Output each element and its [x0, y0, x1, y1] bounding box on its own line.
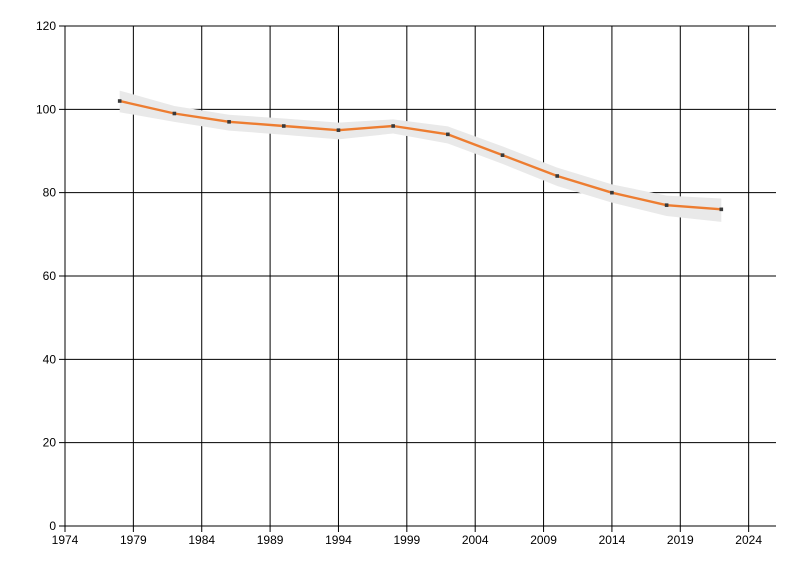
- x-tick-label: 2009: [530, 533, 557, 547]
- x-tick-label: 1974: [52, 533, 79, 547]
- data-point-marker: [500, 153, 505, 157]
- data-point-marker: [117, 99, 122, 103]
- x-tick-label: 1989: [257, 533, 284, 547]
- data-point-marker: [719, 207, 724, 212]
- x-tick-label: 2004: [462, 533, 489, 547]
- x-tick-label: 1979: [120, 533, 147, 547]
- x-tick-label: 1984: [188, 533, 215, 547]
- data-point-marker: [664, 203, 669, 207]
- data-line: [118, 99, 723, 211]
- data-point-marker: [446, 132, 450, 137]
- y-tick-label: 40: [43, 352, 57, 366]
- data-point-marker: [391, 124, 395, 128]
- data-point-marker: [172, 111, 177, 116]
- x-tick-label: 2019: [667, 533, 694, 547]
- x-tick-label: 2024: [735, 533, 762, 547]
- data-point-marker: [336, 128, 341, 132]
- data-point-marker: [227, 120, 231, 124]
- y-tick-label: 20: [43, 436, 57, 450]
- x-tick-label: 1994: [325, 533, 352, 547]
- data-point-marker: [610, 190, 614, 195]
- y-tick-label: 120: [36, 19, 56, 33]
- data-point-marker: [555, 174, 560, 178]
- x-tick-label: 1999: [393, 533, 420, 547]
- confidence-band: [119, 90, 722, 222]
- data-point-marker: [281, 124, 286, 128]
- y-tick-label: 100: [36, 102, 56, 116]
- y-tick-label: 60: [43, 269, 57, 283]
- x-tick-label: 2014: [599, 533, 626, 547]
- y-tick-label: 0: [49, 519, 56, 533]
- y-tick-label: 80: [43, 186, 57, 200]
